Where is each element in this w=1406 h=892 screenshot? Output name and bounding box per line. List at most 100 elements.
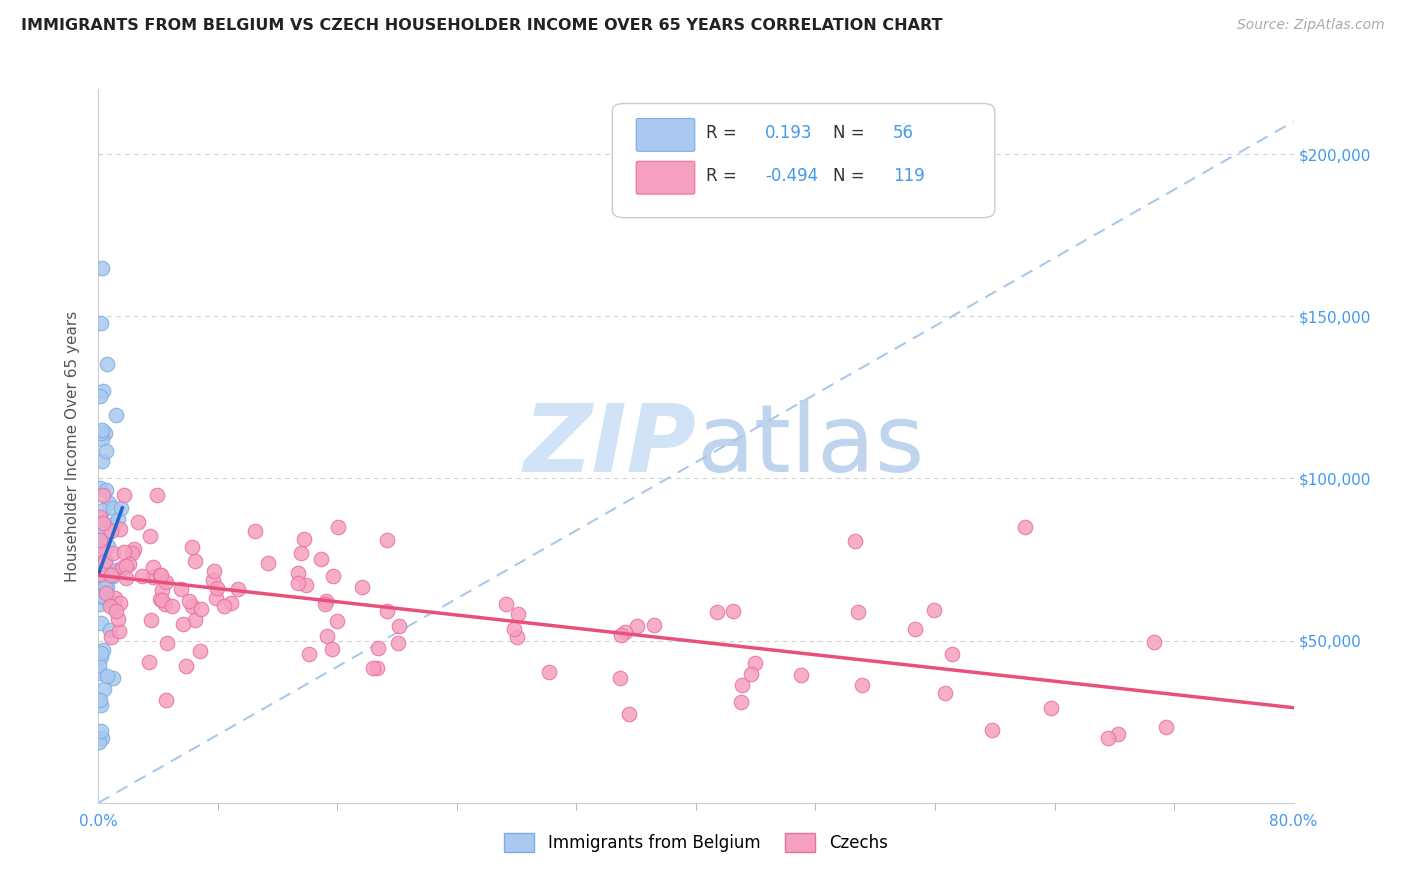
Point (101, 545, 124, 559)
Point (730, 695, 752, 709)
Point (142, 560, 165, 574)
Point (740, 667, 762, 681)
Point (731, 678, 754, 692)
Point (298, 647, 321, 661)
Point (295, 578, 318, 592)
FancyBboxPatch shape (637, 119, 695, 152)
Point (388, 619, 411, 633)
Point (104, 591, 127, 605)
Point (90, 425, 112, 440)
Point (107, 612, 129, 626)
Point (96, 357, 118, 371)
Point (107, 565, 129, 579)
Point (314, 597, 336, 611)
Point (149, 568, 172, 582)
Point (118, 557, 141, 571)
Point (139, 614, 162, 628)
Point (94, 580, 117, 594)
Point (375, 533, 398, 547)
Text: atlas: atlas (696, 400, 924, 492)
Text: R =: R = (706, 125, 741, 143)
Point (207, 581, 229, 595)
Point (350, 580, 373, 594)
Point (537, 665, 560, 679)
Point (94, 586, 117, 600)
Point (256, 556, 278, 570)
Point (149, 591, 172, 606)
Point (104, 604, 127, 618)
Point (160, 599, 183, 613)
Point (89, 552, 111, 566)
Point (90, 723, 112, 738)
Text: 56: 56 (893, 125, 914, 143)
Point (626, 619, 648, 633)
Point (89, 597, 111, 611)
Point (326, 519, 349, 533)
Point (321, 642, 343, 657)
Point (91, 582, 114, 596)
Point (90, 615, 112, 630)
Point (292, 532, 315, 546)
Point (1014, 520, 1036, 534)
Point (981, 723, 1004, 737)
Point (744, 656, 766, 670)
Point (96, 580, 118, 594)
Point (212, 599, 235, 614)
Text: -0.494: -0.494 (765, 168, 818, 186)
Point (89, 533, 111, 548)
Point (107, 512, 129, 526)
Point (142, 570, 165, 584)
Point (100, 524, 122, 539)
Point (101, 516, 124, 531)
Point (89, 571, 111, 585)
Point (1143, 635, 1166, 649)
Point (94, 553, 117, 567)
Point (326, 614, 349, 628)
Point (155, 693, 177, 707)
Point (219, 596, 242, 610)
Text: ZIP: ZIP (523, 400, 696, 492)
Point (181, 599, 204, 613)
Point (108, 596, 131, 610)
Point (112, 488, 135, 502)
Point (934, 686, 956, 700)
Point (181, 540, 204, 554)
Point (90, 567, 112, 582)
Point (101, 501, 124, 516)
Point (495, 597, 517, 611)
Point (610, 628, 633, 642)
Point (90, 649, 112, 664)
Point (89, 657, 111, 672)
Point (315, 629, 337, 643)
Point (387, 636, 409, 650)
Text: 119: 119 (893, 168, 925, 186)
Point (91, 488, 114, 502)
Point (190, 602, 212, 616)
Text: N =: N = (834, 125, 870, 143)
Point (87, 591, 110, 605)
Point (146, 488, 169, 502)
Point (790, 668, 813, 682)
Point (287, 566, 309, 580)
Point (139, 529, 162, 543)
Point (94, 483, 117, 498)
Point (922, 603, 945, 617)
Point (322, 568, 344, 582)
Point (287, 576, 309, 591)
Point (91, 432, 114, 446)
Point (153, 597, 176, 611)
Point (150, 592, 173, 607)
Point (103, 596, 125, 610)
Point (375, 604, 398, 618)
Point (90, 574, 112, 589)
Point (226, 582, 249, 597)
Point (174, 658, 197, 673)
Text: 0.193: 0.193 (765, 125, 813, 143)
Point (367, 641, 389, 656)
Point (101, 671, 124, 685)
Point (100, 568, 122, 582)
Point (91, 643, 114, 657)
Point (93, 682, 115, 697)
Point (904, 622, 927, 636)
Point (131, 569, 153, 583)
